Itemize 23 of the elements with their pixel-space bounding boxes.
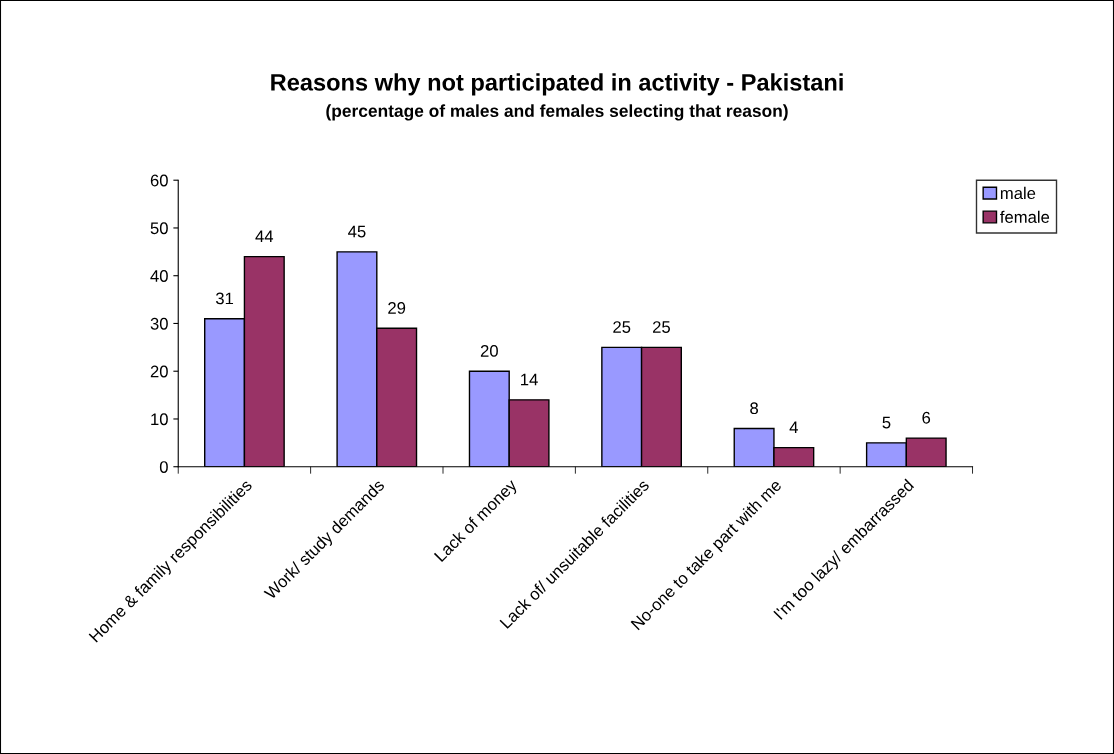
data-label: 31 [215,292,234,305]
chart-title: Reasons why not participated in activity - Pakistani [271,73,843,96]
y-tick-label: 40 [150,270,168,282]
y-tick-label: 10 [151,413,168,426]
y-tick-label: 50 [150,222,168,235]
y-tick-label: 0 [159,461,168,473]
data-label: 6 [922,411,931,424]
y-tick-label: 60 [150,174,168,187]
data-label: 4 [789,421,798,434]
data-label: 8 [750,402,758,415]
data-label: 20 [480,345,498,357]
data-label: 25 [613,321,631,333]
data-label: 25 [653,321,670,333]
legend-label: female [1000,210,1050,223]
data-label: 44 [255,230,274,243]
data-label: 29 [388,302,406,314]
data-label: 5 [882,416,891,429]
data-label: 14 [521,373,538,386]
y-tick-label: 20 [150,365,168,378]
chart-subtitle: (percentage of males and females selecting that reason) [326,104,788,121]
y-tick-label: 30 [150,317,168,330]
data-label: 45 [348,225,366,238]
legend-label: male [1000,186,1036,200]
